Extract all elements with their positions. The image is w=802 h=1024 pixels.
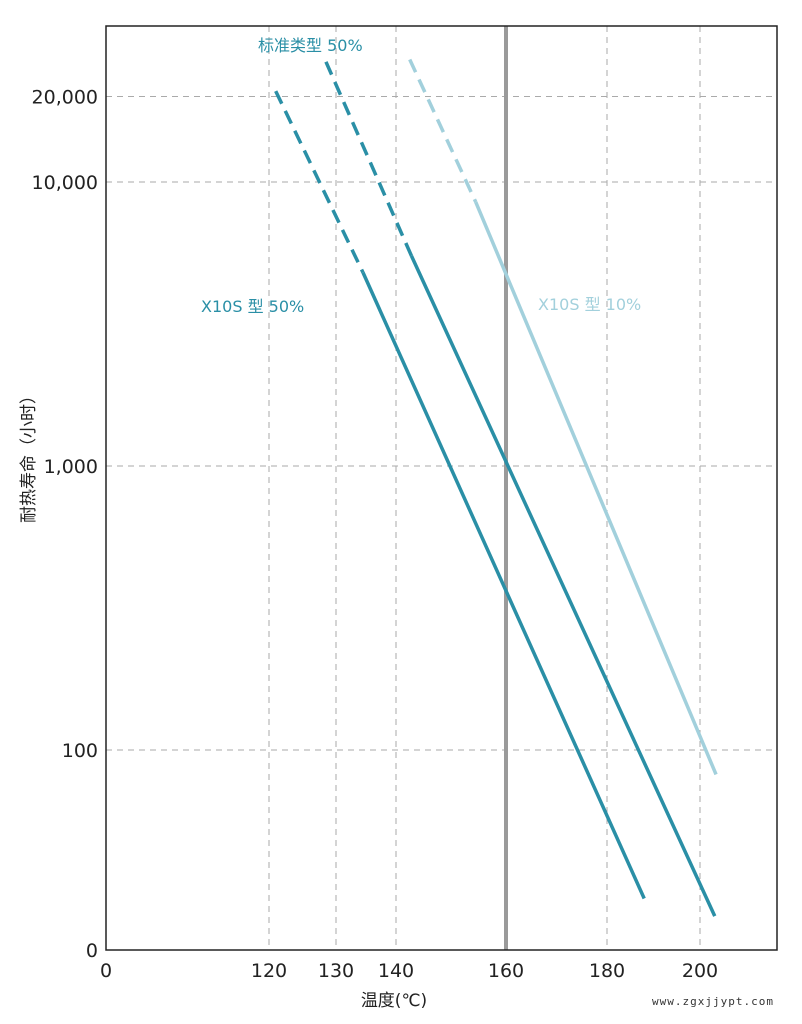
series-labels: X10S 型 50% 标准类型 50% X10S 型 10% <box>201 36 641 316</box>
grid-lines <box>106 26 777 950</box>
series-1-segment-1 <box>274 90 365 274</box>
series-2-segment-1 <box>324 61 414 257</box>
y-tick-100: 100 <box>62 740 98 762</box>
plot-frame <box>105 25 778 951</box>
y-tick-1000: 1,000 <box>44 456 98 478</box>
series-1-segment-2 <box>361 271 646 900</box>
series-2-segment-2 <box>409 255 717 917</box>
y-tick-20000: 20,000 <box>32 87 98 109</box>
x-tick-140: 140 <box>378 960 414 982</box>
y-tick-labels: 0 100 1,000 10,000 20,000 <box>32 87 98 962</box>
x-tick-labels: 0 120 130 140 160 180 200 <box>100 960 718 982</box>
x-tick-200: 200 <box>682 960 718 982</box>
y-tick-0: 0 <box>86 940 98 962</box>
y-axis-title: 耐热寿命（小时） <box>19 387 39 523</box>
x-tick-120: 120 <box>251 960 287 982</box>
x-axis-title: 温度(℃) <box>361 991 427 1011</box>
series-label-3: X10S 型 10% <box>538 295 641 314</box>
x-tick-130: 130 <box>318 960 354 982</box>
x-tick-160: 160 <box>488 960 524 982</box>
series-3-segment-1 <box>408 58 478 203</box>
y-tick-10000: 10,000 <box>32 172 98 194</box>
series-label-2: 标准类型 50% <box>258 36 363 55</box>
series-label-1: X10S 型 50% <box>201 297 304 316</box>
x-tick-0: 0 <box>100 960 112 982</box>
watermark-text: www.zgxjjypt.com <box>652 995 774 1008</box>
series-lines <box>274 58 718 917</box>
series-3-segment-2 <box>474 201 718 776</box>
x-tick-180: 180 <box>589 960 625 982</box>
